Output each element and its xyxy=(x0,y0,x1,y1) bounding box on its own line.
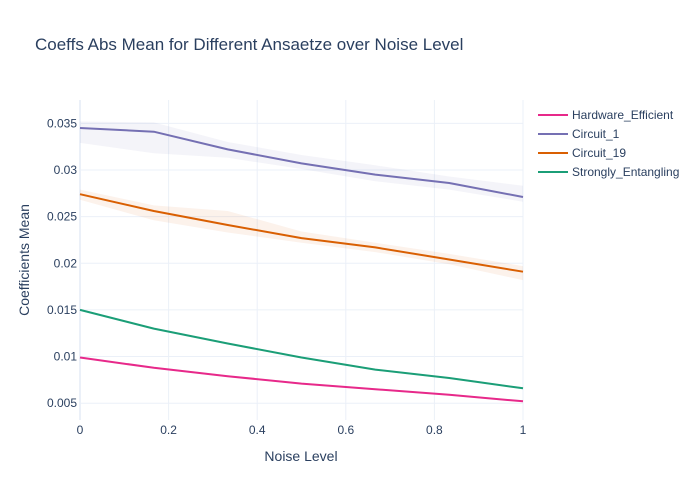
x-tick-label: 0.4 xyxy=(249,423,266,437)
x-axis-ticks: 0 0.2 0.4 0.6 0.8 1 xyxy=(77,423,527,437)
y-tick-label: 0.03 xyxy=(54,163,78,177)
legend-label: Hardware_Efficient xyxy=(572,108,674,122)
legend-item[interactable]: Hardware_Efficient xyxy=(538,108,674,122)
series-line-circuit-19 xyxy=(79,193,524,273)
legend-label: Circuit_1 xyxy=(572,127,620,141)
x-tick-label: 0.2 xyxy=(160,423,177,437)
confidence-band xyxy=(80,121,523,202)
grid xyxy=(79,100,524,420)
x-tick-label: 0.8 xyxy=(426,423,443,437)
legend-label: Strongly_Entangling xyxy=(572,165,679,179)
y-tick-label: 0.015 xyxy=(47,303,77,317)
legend-item[interactable]: Strongly_Entangling xyxy=(538,165,679,179)
x-tick-label: 1 xyxy=(520,423,527,437)
confidence-band xyxy=(80,309,523,390)
x-axis-title: Noise Level xyxy=(264,448,337,464)
x-tick-label: 0.6 xyxy=(337,423,354,437)
y-tick-label: 0.025 xyxy=(47,210,77,224)
legend-item[interactable]: Circuit_1 xyxy=(538,127,620,141)
legend-label: Circuit_19 xyxy=(572,146,626,160)
y-tick-label: 0.02 xyxy=(54,256,78,270)
y-axis-title: Coefficients Mean xyxy=(16,204,32,316)
legend[interactable]: Hardware_Efficient Circuit_1 Circuit_19 Str… xyxy=(538,108,679,179)
confidence-band xyxy=(80,189,523,281)
series-line-strongly-entangling xyxy=(79,308,524,390)
legend-item[interactable]: Circuit_19 xyxy=(538,146,626,160)
y-tick-label: 0.01 xyxy=(54,350,78,364)
y-tick-label: 0.005 xyxy=(47,396,77,410)
chart-title: Coeffs Abs Mean for Different Ansaetze o… xyxy=(35,35,463,54)
x-tick-label: 0 xyxy=(77,423,84,437)
series-line-hardware-efficient xyxy=(79,356,524,403)
y-tick-label: 0.035 xyxy=(47,116,77,130)
y-axis-ticks: 0.005 0.01 0.015 0.02 0.025 0.03 0.035 xyxy=(47,116,77,410)
series-lines xyxy=(79,127,524,403)
series-line-circuit-1 xyxy=(79,127,524,198)
